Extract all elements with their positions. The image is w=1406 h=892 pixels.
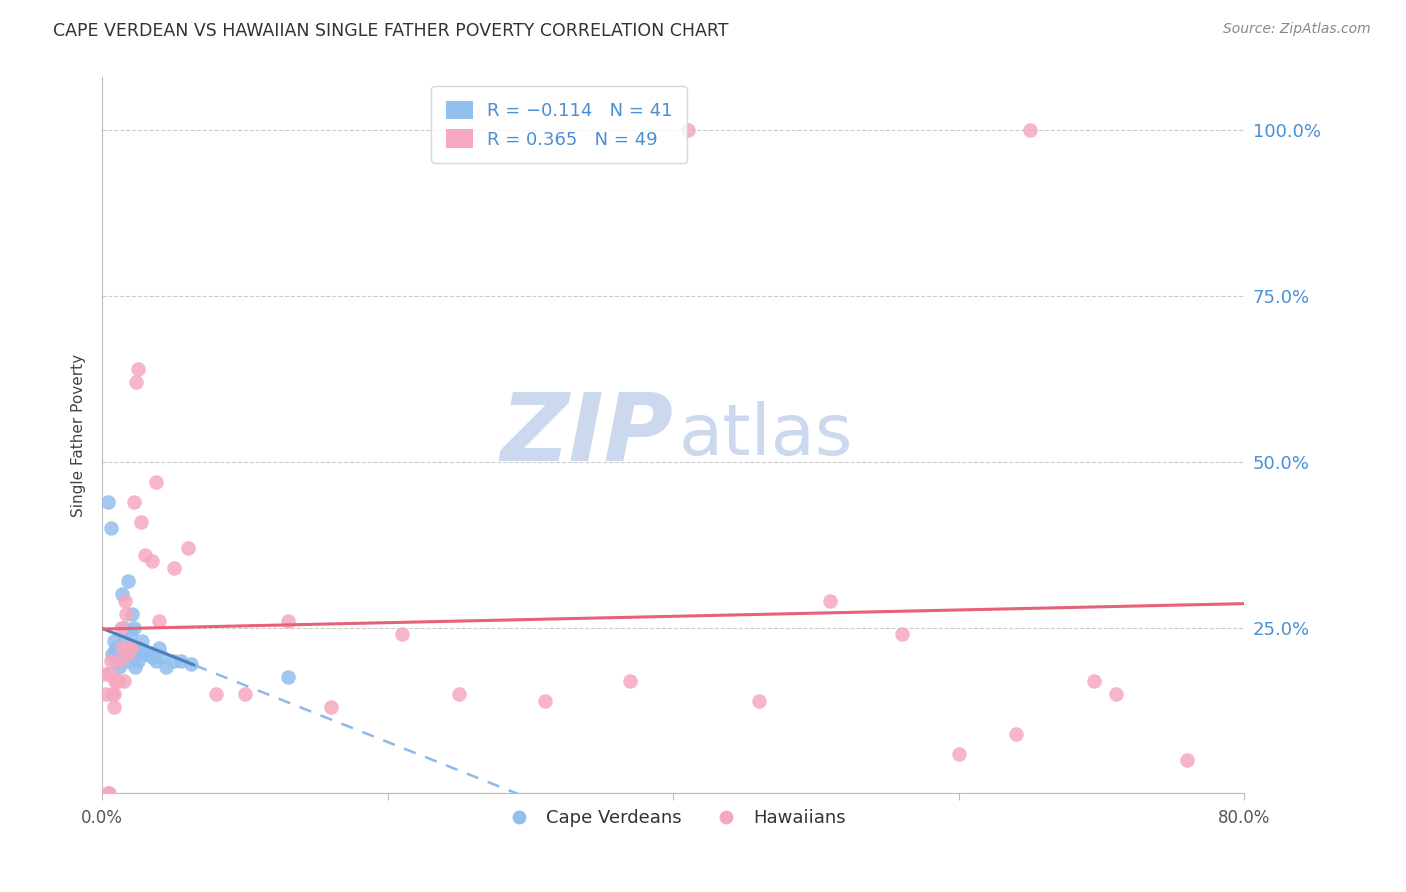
Point: [108, 654, 131, 668]
Point: [145, 475, 167, 489]
Point: [177, 541, 200, 555]
Point: [118, 640, 141, 655]
Point: [108, 647, 131, 661]
Point: [96, 687, 118, 701]
Point: [148, 614, 170, 628]
Point: [148, 640, 170, 655]
Point: [277, 670, 299, 684]
Point: [103, 687, 125, 701]
Point: [1019, 123, 1042, 137]
Point: [107, 673, 129, 688]
Point: [112, 633, 135, 648]
Point: [107, 644, 129, 658]
Point: [107, 654, 129, 668]
Point: [533, 693, 555, 707]
Point: [117, 647, 139, 661]
Point: [890, 627, 912, 641]
Point: [110, 644, 132, 658]
Point: [1175, 753, 1198, 767]
Point: [131, 633, 153, 648]
Point: [114, 647, 136, 661]
Point: [122, 494, 145, 508]
Point: [145, 654, 167, 668]
Point: [449, 687, 471, 701]
Point: [127, 654, 149, 668]
Text: atlas: atlas: [679, 401, 853, 470]
Point: [141, 650, 163, 665]
Point: [112, 673, 135, 688]
Point: [125, 647, 148, 661]
Point: [748, 693, 770, 707]
Point: [121, 607, 143, 622]
Point: [100, 521, 122, 535]
Point: [97, 786, 120, 800]
Y-axis label: Single Father Poverty: Single Father Poverty: [72, 354, 86, 517]
Point: [105, 673, 128, 688]
Point: [122, 621, 145, 635]
Point: [117, 574, 139, 589]
Point: [233, 687, 256, 701]
Point: [120, 640, 142, 655]
Point: [141, 554, 163, 568]
Point: [319, 700, 342, 714]
Point: [120, 627, 142, 641]
Point: [124, 660, 146, 674]
Legend: Cape Verdeans, Hawaiians: Cape Verdeans, Hawaiians: [494, 802, 853, 834]
Point: [111, 587, 134, 601]
Point: [134, 548, 156, 562]
Point: [134, 647, 156, 661]
Point: [117, 647, 139, 661]
Point: [114, 594, 136, 608]
Text: CAPE VERDEAN VS HAWAIIAN SINGLE FATHER POVERTY CORRELATION CHART: CAPE VERDEAN VS HAWAIIAN SINGLE FATHER P…: [53, 22, 728, 40]
Point: [98, 667, 121, 681]
Point: [277, 614, 299, 628]
Point: [948, 747, 970, 761]
Point: [1083, 673, 1105, 688]
Text: Source: ZipAtlas.com: Source: ZipAtlas.com: [1223, 22, 1371, 37]
Point: [170, 654, 193, 668]
Point: [105, 654, 128, 668]
Point: [111, 640, 134, 655]
Point: [103, 700, 125, 714]
Point: [150, 650, 173, 665]
Point: [100, 654, 122, 668]
Point: [127, 362, 149, 376]
Point: [205, 687, 228, 701]
Point: [1105, 687, 1128, 701]
Point: [108, 660, 131, 674]
Point: [136, 647, 159, 661]
Point: [125, 376, 148, 390]
Point: [162, 561, 184, 575]
Point: [97, 494, 120, 508]
Point: [115, 654, 138, 668]
Point: [105, 640, 128, 655]
Point: [1005, 727, 1028, 741]
Text: ZIP: ZIP: [501, 390, 673, 482]
Point: [110, 640, 132, 655]
Point: [94, 667, 117, 681]
Point: [820, 594, 842, 608]
Point: [112, 621, 135, 635]
Point: [101, 687, 124, 701]
Point: [103, 633, 125, 648]
Point: [155, 660, 177, 674]
Point: [104, 673, 127, 688]
Point: [128, 640, 150, 655]
Point: [129, 515, 152, 529]
Point: [676, 123, 699, 137]
Point: [162, 654, 184, 668]
Point: [115, 607, 138, 622]
Point: [180, 657, 202, 671]
Point: [98, 786, 121, 800]
Point: [118, 640, 141, 655]
Point: [104, 650, 127, 665]
Point: [619, 673, 641, 688]
Point: [110, 621, 132, 635]
Point: [391, 627, 413, 641]
Point: [101, 647, 124, 661]
Point: [104, 644, 127, 658]
